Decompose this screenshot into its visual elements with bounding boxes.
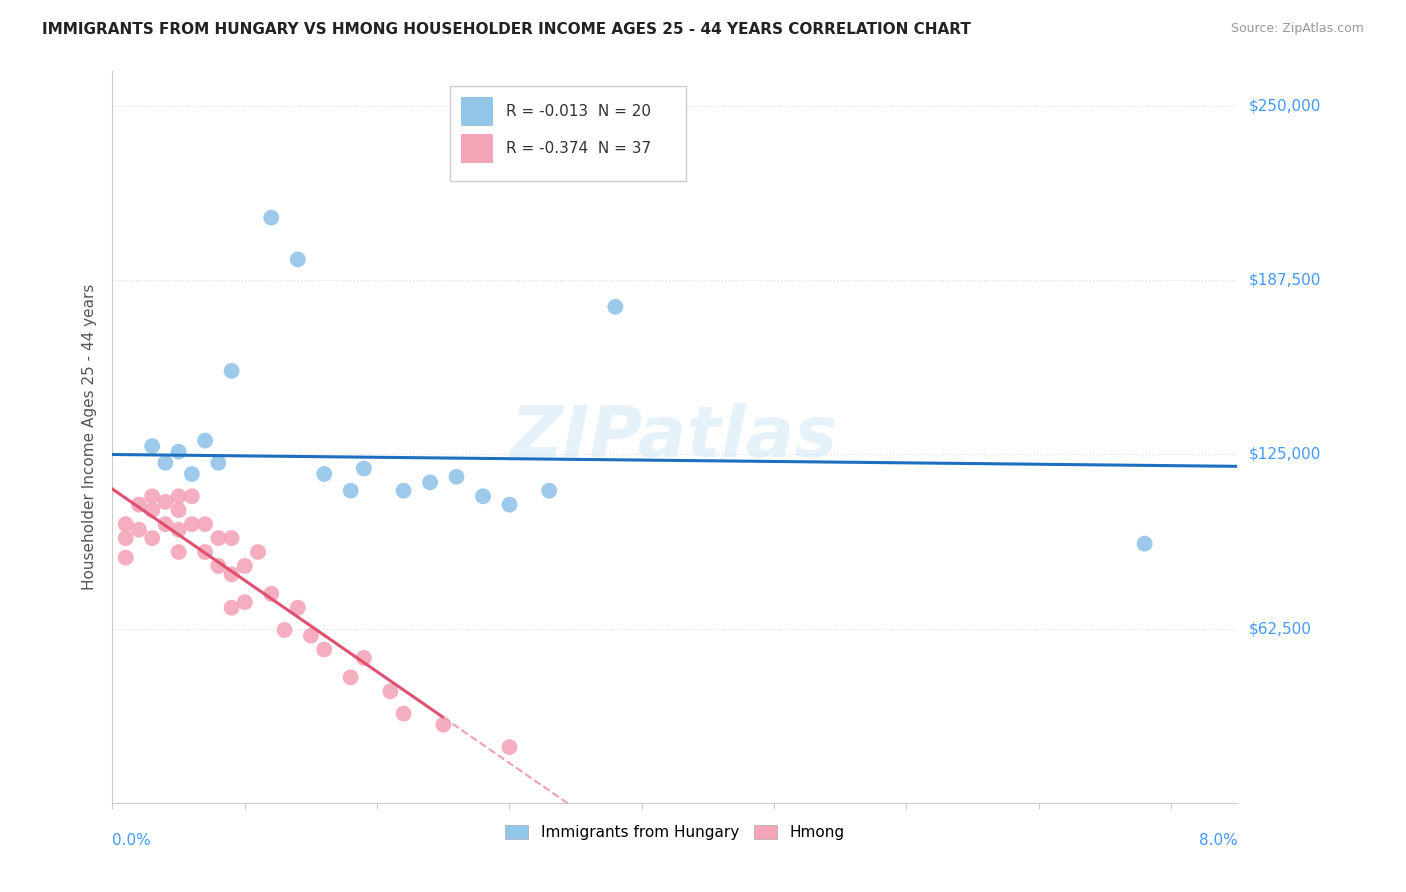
Point xyxy=(141,531,163,545)
Point xyxy=(194,545,217,559)
Point xyxy=(1133,536,1156,550)
Point xyxy=(221,600,243,615)
Point xyxy=(339,483,361,498)
Point xyxy=(498,498,520,512)
Point xyxy=(392,706,415,721)
Point xyxy=(247,545,270,559)
Bar xyxy=(461,134,492,163)
Point xyxy=(260,587,283,601)
Point xyxy=(207,456,229,470)
Point xyxy=(605,300,627,314)
Text: IMMIGRANTS FROM HUNGARY VS HMONG HOUSEHOLDER INCOME AGES 25 - 44 YEARS CORRELATI: IMMIGRANTS FROM HUNGARY VS HMONG HOUSEHO… xyxy=(42,22,972,37)
Text: $250,000: $250,000 xyxy=(1249,99,1320,113)
Point xyxy=(207,558,229,573)
Text: $62,500: $62,500 xyxy=(1249,621,1312,636)
Point xyxy=(314,642,336,657)
Point xyxy=(299,629,322,643)
Point xyxy=(155,517,177,532)
Text: 0.0%: 0.0% xyxy=(112,833,152,848)
Point xyxy=(221,531,243,545)
Point xyxy=(353,651,375,665)
Text: 8.0%: 8.0% xyxy=(1198,833,1237,848)
Point xyxy=(287,252,309,267)
Point xyxy=(287,600,309,615)
Point xyxy=(221,567,243,582)
Point xyxy=(273,623,295,637)
Point xyxy=(314,467,336,481)
Point xyxy=(538,483,561,498)
Point xyxy=(114,517,136,532)
Y-axis label: Householder Income Ages 25 - 44 years: Householder Income Ages 25 - 44 years xyxy=(82,284,97,591)
Point xyxy=(498,740,520,755)
Text: $187,500: $187,500 xyxy=(1249,273,1320,288)
Point xyxy=(221,364,243,378)
Point xyxy=(194,434,217,448)
Bar xyxy=(461,97,492,127)
Point xyxy=(114,531,136,545)
Point xyxy=(194,517,217,532)
Point xyxy=(446,470,468,484)
Point xyxy=(167,545,190,559)
Point xyxy=(141,439,163,453)
Point xyxy=(141,503,163,517)
Point xyxy=(419,475,441,490)
Point xyxy=(432,718,454,732)
Point xyxy=(180,467,202,481)
Point xyxy=(207,531,229,545)
Text: Source: ZipAtlas.com: Source: ZipAtlas.com xyxy=(1230,22,1364,36)
Point xyxy=(180,517,202,532)
Point xyxy=(155,456,177,470)
Text: R = -0.013  N = 20: R = -0.013 N = 20 xyxy=(506,104,651,120)
Legend: Immigrants from Hungary, Hmong: Immigrants from Hungary, Hmong xyxy=(499,819,851,847)
Point xyxy=(339,670,361,684)
Point xyxy=(392,483,415,498)
Text: R = -0.374  N = 37: R = -0.374 N = 37 xyxy=(506,141,651,156)
Point xyxy=(233,595,256,609)
Point xyxy=(380,684,402,698)
Point xyxy=(128,523,150,537)
Point xyxy=(167,444,190,458)
Text: ZIPatlas: ZIPatlas xyxy=(512,402,838,472)
Point xyxy=(353,461,375,475)
FancyBboxPatch shape xyxy=(450,86,686,181)
Text: $125,000: $125,000 xyxy=(1249,447,1320,462)
Point xyxy=(260,211,283,225)
Point xyxy=(167,523,190,537)
Point xyxy=(155,495,177,509)
Point xyxy=(114,550,136,565)
Point xyxy=(167,489,190,503)
Point xyxy=(180,489,202,503)
Point xyxy=(233,558,256,573)
Point xyxy=(167,503,190,517)
Point xyxy=(472,489,495,503)
Point xyxy=(128,498,150,512)
Point xyxy=(141,489,163,503)
